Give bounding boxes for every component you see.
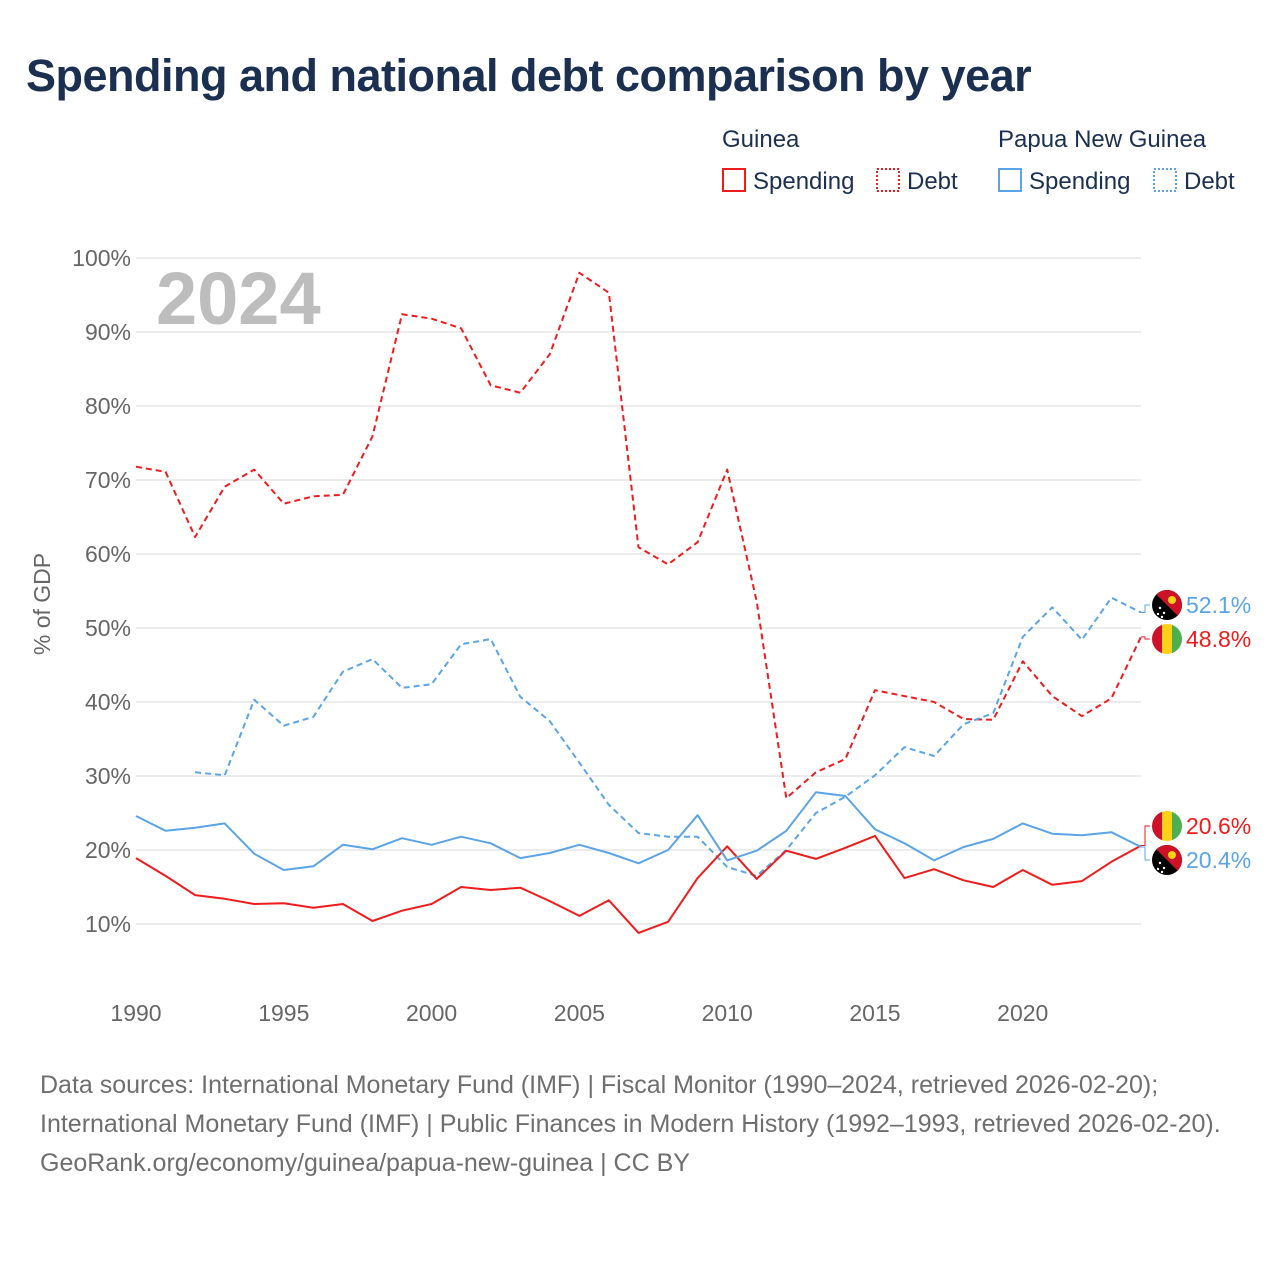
end-value-label: 52.1% xyxy=(1186,592,1251,618)
x-tick-label: 2000 xyxy=(406,1000,457,1026)
png-flag-icon xyxy=(1152,845,1182,875)
legend-png-spending[interactable]: Spending xyxy=(1029,168,1130,195)
y-tick-label: 70% xyxy=(85,467,131,493)
label-connector xyxy=(1141,636,1150,640)
legend-guinea-title: Guinea xyxy=(722,126,800,153)
legend: Guinea Spending Debt Papua New Guinea Sp… xyxy=(722,126,1235,195)
data-sources: Data sources: International Monetary Fun… xyxy=(40,1071,1221,1138)
y-tick-label: 80% xyxy=(85,393,131,419)
x-tick-label: 2015 xyxy=(849,1000,900,1026)
legend-png-title: Papua New Guinea xyxy=(998,126,1207,153)
legend-guinea-debt[interactable]: Debt xyxy=(907,168,958,195)
png-flag-icon xyxy=(1152,590,1182,620)
y-tick-label: 50% xyxy=(85,615,131,641)
legend-guinea-spending-swatch xyxy=(722,168,746,192)
end-value-label: 20.6% xyxy=(1186,813,1251,839)
footer: Data sources: International Monetary Fun… xyxy=(40,1066,1240,1183)
legend-guinea-spending[interactable]: Spending xyxy=(753,168,854,195)
x-tick-label: 2005 xyxy=(554,1000,605,1026)
chart: 10% 20% 30% 40% 50% 60% 70% 80% 90% 100% 1990 1995 2… xyxy=(29,126,1251,1026)
series-line-papua-new-guinea-debt xyxy=(194,596,1142,877)
guinea-flag-icon xyxy=(1152,624,1182,654)
y-tick-label: 60% xyxy=(85,541,131,567)
series-line-papua-new-guinea-spending xyxy=(135,791,1142,871)
y-tick-label: 20% xyxy=(85,837,131,863)
credit-link[interactable]: GeoRank.org/economy/guinea/papua-new-gui… xyxy=(40,1149,690,1177)
legend-png-spending-swatch xyxy=(998,168,1022,192)
x-tick-label: 1990 xyxy=(110,1000,161,1026)
guinea-flag-icon xyxy=(1152,811,1182,841)
y-tick-label: 40% xyxy=(85,689,131,715)
y-tick-label: 10% xyxy=(85,911,131,937)
x-tick-label: 2010 xyxy=(702,1000,753,1026)
label-connector xyxy=(1141,846,1150,861)
y-axis-label: % of GDP xyxy=(29,553,55,655)
legend-png-debt[interactable]: Debt xyxy=(1184,168,1235,195)
y-tick-label: 30% xyxy=(85,763,131,789)
legend-guinea-debt-swatch xyxy=(876,168,900,192)
legend-png-debt-swatch xyxy=(1153,168,1177,192)
end-value-label: 20.4% xyxy=(1186,847,1251,873)
series-line-guinea-debt xyxy=(135,271,1142,800)
x-tick-label: 2020 xyxy=(997,1000,1048,1026)
x-tick-label: 1995 xyxy=(258,1000,309,1026)
label-connector xyxy=(1141,604,1150,613)
series-line-guinea-spending xyxy=(135,834,1142,934)
label-connector xyxy=(1141,825,1150,847)
y-tick-label: 90% xyxy=(85,319,131,345)
y-tick-label: 100% xyxy=(72,245,131,271)
end-value-label: 48.8% xyxy=(1186,626,1251,652)
year-watermark: 2024 xyxy=(156,257,321,340)
chart-title: Spending and national debt comparison by… xyxy=(26,50,1032,101)
